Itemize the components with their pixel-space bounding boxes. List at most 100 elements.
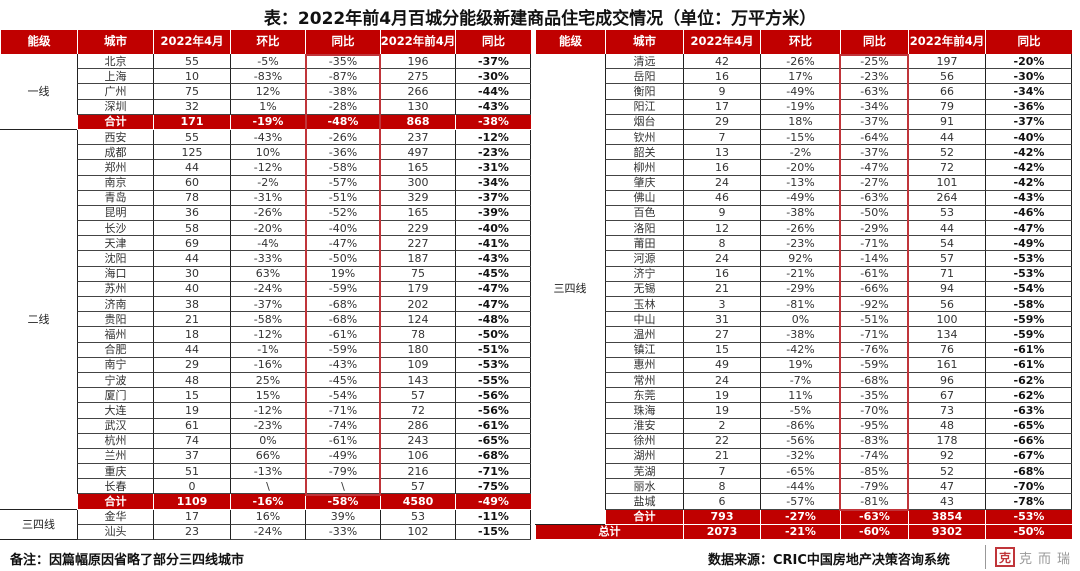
april-value: 29: [153, 357, 230, 373]
ytd-yoy: -30%: [985, 69, 1072, 85]
grand-total-april-value: 2073: [683, 524, 760, 540]
city: 徐州: [605, 433, 683, 449]
april-value: 74: [153, 433, 230, 449]
ytd-yoy: -47%: [455, 297, 531, 313]
april-value: 58: [153, 221, 230, 237]
ytd-yoy: -34%: [985, 84, 1072, 100]
ytd-value: 76: [908, 342, 985, 358]
mom: -44%: [760, 479, 840, 495]
header-1: 城市: [77, 30, 153, 54]
yoy: -61%: [840, 266, 908, 282]
mom: -65%: [760, 464, 840, 480]
mom: -19%: [760, 99, 840, 115]
yoy: -25%: [840, 54, 908, 70]
yoy: -50%: [840, 205, 908, 222]
city: 金华: [77, 509, 153, 525]
mom: 0%: [760, 312, 840, 328]
ytd-yoy: -61%: [985, 342, 1072, 358]
yoy: 19%: [305, 266, 380, 282]
city: 湖州: [605, 448, 683, 465]
header-4: 同比: [840, 30, 908, 54]
grand-total-mom: -21%: [760, 524, 840, 540]
ytd-yoy: -54%: [985, 281, 1072, 297]
city: 东莞: [605, 388, 683, 404]
ytd-value: 43: [908, 494, 985, 510]
city: 河源: [605, 251, 683, 267]
ytd-yoy: -15%: [455, 524, 531, 540]
ytd-yoy: -47%: [985, 221, 1072, 237]
level-label: 二线: [27, 312, 50, 326]
yoy: -95%: [840, 418, 908, 434]
mom: -16%: [230, 357, 305, 373]
mom: -13%: [760, 175, 840, 191]
april-value: 17: [683, 99, 760, 115]
april-value: 55: [153, 54, 230, 70]
divider: [985, 545, 986, 569]
header-2: 2022年4月: [153, 30, 230, 54]
mom: 16%: [230, 509, 305, 525]
mom: 10%: [230, 145, 305, 161]
mom: -38%: [760, 205, 840, 222]
subtotal-ytd-yoy: -53%: [985, 509, 1072, 525]
ytd-yoy: -49%: [985, 236, 1072, 252]
yoy: -87%: [305, 69, 380, 85]
ytd-value: 56: [908, 69, 985, 85]
ytd-value: 102: [380, 524, 455, 540]
ytd-value: 179: [380, 281, 455, 297]
mom: -58%: [230, 312, 305, 328]
yoy: -50%: [305, 251, 380, 267]
mom: -31%: [230, 190, 305, 206]
ytd-value: 266: [380, 84, 455, 100]
subtotal-ytd-yoy: -49%: [455, 494, 531, 510]
city: 济南: [77, 297, 153, 313]
april-value: 16: [683, 266, 760, 282]
ytd-yoy: -37%: [455, 190, 531, 206]
ytd-yoy: -68%: [985, 464, 1072, 480]
mom: 11%: [760, 388, 840, 404]
yoy: -68%: [305, 297, 380, 313]
mom: 17%: [760, 69, 840, 85]
ytd-value: 101: [908, 175, 985, 191]
april-value: 16: [683, 69, 760, 85]
april-value: 21: [683, 281, 760, 297]
ytd-yoy: -53%: [985, 266, 1072, 282]
yoy: -63%: [840, 84, 908, 100]
city: 贵阳: [77, 312, 153, 328]
ytd-yoy: -39%: [455, 205, 531, 222]
april-value: 125: [153, 145, 230, 161]
yoy: \: [305, 479, 380, 495]
ytd-value: 275: [380, 69, 455, 85]
subtotal-city: 合计: [77, 494, 153, 510]
mom: 25%: [230, 372, 305, 389]
city: 珠海: [605, 403, 683, 419]
april-value: 51: [153, 464, 230, 480]
april-value: 21: [153, 312, 230, 328]
yoy: -37%: [840, 145, 908, 161]
ytd-yoy: -62%: [985, 372, 1072, 389]
mom: -7%: [760, 372, 840, 389]
city: 肇庆: [605, 175, 683, 191]
header-0: 能级: [0, 30, 77, 54]
city: 韶关: [605, 145, 683, 161]
april-value: 49: [683, 357, 760, 373]
city: 大连: [77, 403, 153, 419]
yoy: -61%: [305, 327, 380, 343]
mom: 63%: [230, 266, 305, 282]
april-value: 36: [153, 205, 230, 222]
logo-text: 克而瑞: [1019, 551, 1077, 567]
april-value: 16: [683, 160, 760, 176]
april-value: 30: [153, 266, 230, 282]
ytd-yoy: -67%: [985, 448, 1072, 465]
mom: 66%: [230, 448, 305, 465]
mom: -12%: [230, 403, 305, 419]
mom: -24%: [230, 524, 305, 540]
left-level-cell: 三四线: [0, 510, 77, 540]
yoy: -26%: [305, 129, 380, 146]
mom: -24%: [230, 281, 305, 297]
mom: 92%: [760, 251, 840, 267]
april-value: 61: [153, 418, 230, 434]
city: 汕头: [77, 524, 153, 540]
yoy: -71%: [305, 403, 380, 419]
yoy: -68%: [305, 312, 380, 328]
city: 清远: [605, 54, 683, 70]
